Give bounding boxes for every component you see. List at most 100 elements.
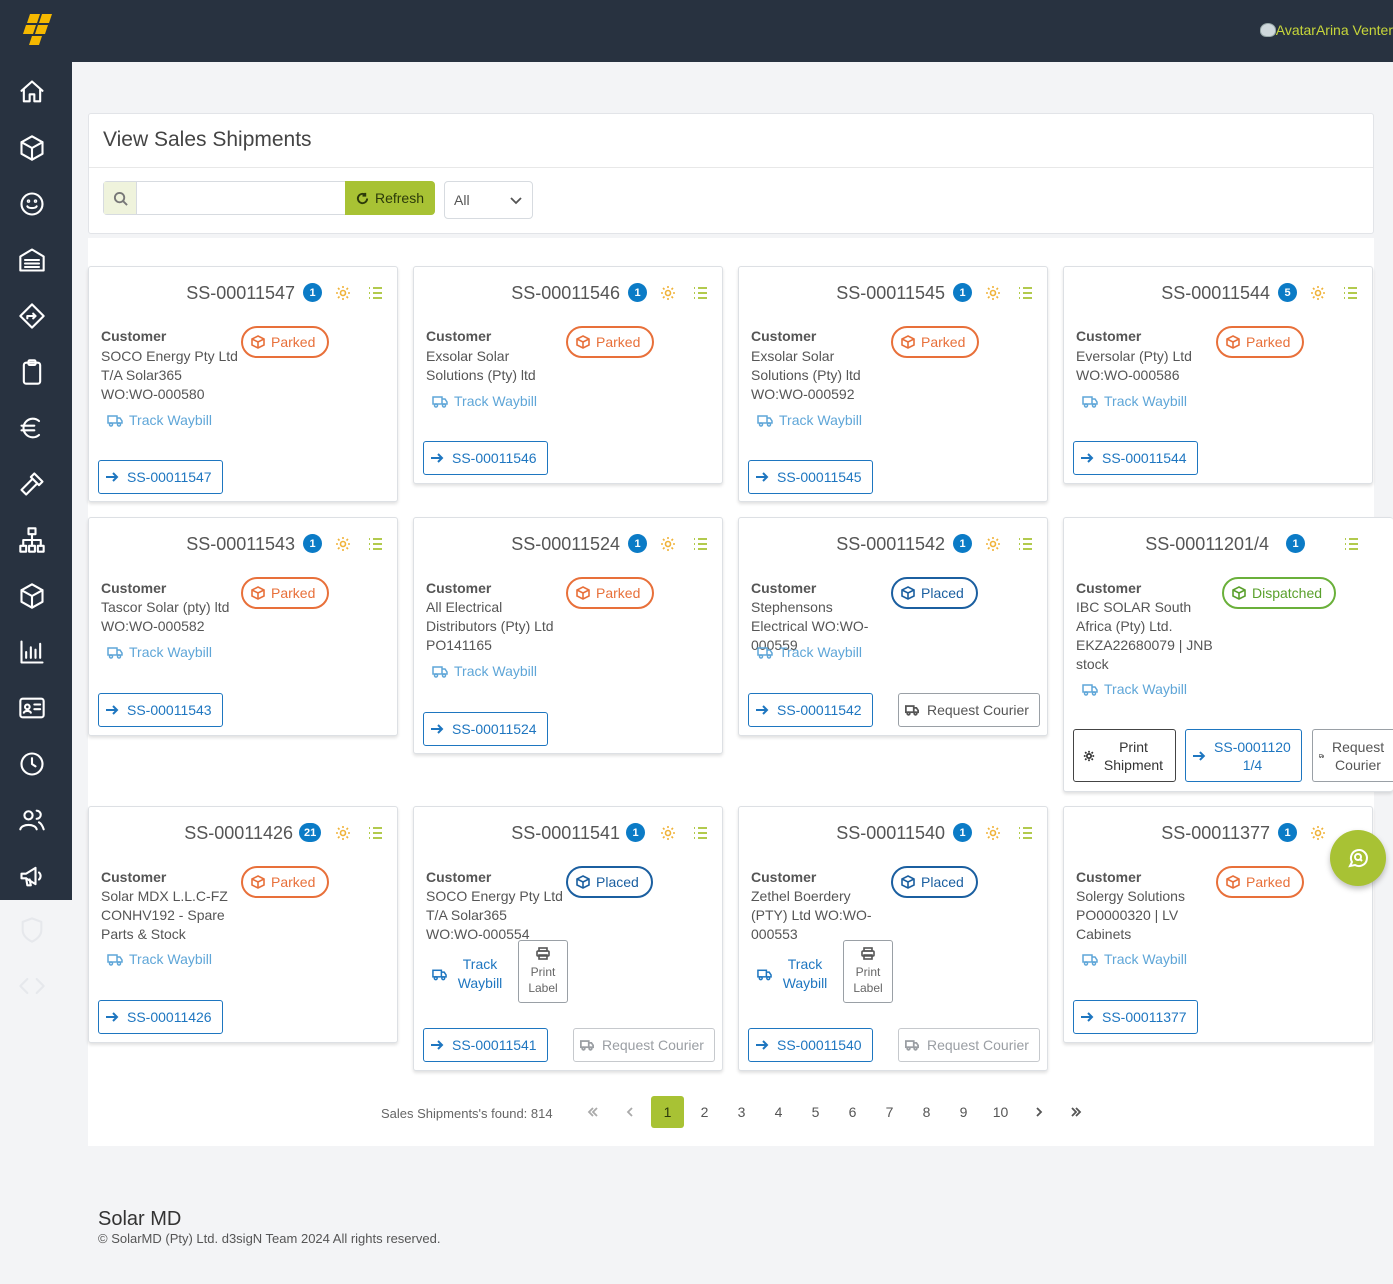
track-waybill-link[interactable]: Track Waybill — [432, 663, 537, 679]
gear-icon[interactable] — [660, 285, 676, 301]
users-icon[interactable] — [16, 804, 48, 836]
list-icon[interactable] — [1343, 286, 1358, 300]
gear-icon[interactable] — [1310, 285, 1326, 301]
search-input[interactable] — [138, 182, 358, 214]
print-shipment-button[interactable]: Print Shipment — [1073, 729, 1176, 782]
open-shipment-button[interactable]: SS-00011545 — [748, 460, 873, 494]
gear-icon[interactable] — [335, 536, 351, 552]
clock-icon[interactable] — [16, 748, 48, 780]
list-icon[interactable] — [1018, 826, 1033, 840]
track-waybill-link[interactable]: Track Waybill — [1082, 681, 1187, 697]
request-courier-button[interactable]: Request Courier — [898, 693, 1040, 727]
shipment-id[interactable]: SS-00011426 — [184, 823, 293, 843]
shipment-id[interactable]: SS-00011543 — [186, 534, 295, 554]
shipment-id[interactable]: SS-00011541 — [511, 823, 620, 843]
shipment-id[interactable]: SS-00011524 — [511, 534, 620, 554]
solar-md-logo[interactable] — [20, 12, 54, 46]
page-6[interactable]: 6 — [848, 1104, 857, 1120]
open-shipment-button[interactable]: SS-00011377 — [1073, 1000, 1198, 1034]
list-icon[interactable] — [693, 286, 708, 300]
track-waybill-button[interactable]: Track Waybill — [757, 955, 830, 993]
page-9[interactable]: 9 — [959, 1104, 968, 1120]
home-icon[interactable] — [16, 76, 48, 108]
page-10[interactable]: 10 — [992, 1104, 1009, 1120]
track-waybill-button[interactable]: Track Waybill — [432, 955, 505, 993]
shipment-id[interactable]: SS-00011545 — [836, 283, 945, 303]
code-icon[interactable] — [16, 970, 48, 1002]
package-icon[interactable] — [16, 580, 48, 612]
gear-icon[interactable] — [660, 536, 676, 552]
list-icon[interactable] — [368, 286, 383, 300]
smiley-icon[interactable] — [16, 188, 48, 220]
first-page-button[interactable] — [576, 1096, 609, 1128]
page-2[interactable]: 2 — [700, 1104, 709, 1120]
open-shipment-button[interactable]: SS-00011201/4 — [1185, 729, 1302, 782]
clipboard-icon[interactable] — [16, 356, 48, 388]
shipment-id[interactable]: SS-00011544 — [1161, 283, 1270, 303]
gear-icon[interactable] — [985, 825, 1001, 841]
page-8[interactable]: 8 — [922, 1104, 931, 1120]
shipment-id[interactable]: SS-00011201/4 — [1145, 534, 1269, 554]
shipment-id[interactable]: SS-00011546 — [511, 283, 620, 303]
track-waybill-link[interactable]: Track Waybill — [107, 951, 212, 967]
id-card-icon[interactable] — [16, 692, 48, 724]
shipment-id[interactable]: SS-00011547 — [186, 283, 295, 303]
open-shipment-button[interactable]: SS-00011543 — [98, 693, 223, 727]
list-icon[interactable] — [1018, 537, 1033, 551]
gear-icon[interactable] — [985, 285, 1001, 301]
page-4[interactable]: 4 — [774, 1104, 783, 1120]
open-shipment-button[interactable]: SS-00011544 — [1073, 441, 1198, 475]
open-shipment-button[interactable]: SS-00011541 — [423, 1028, 548, 1062]
page-1[interactable]: 1 — [651, 1096, 684, 1128]
next-page-button[interactable] — [1022, 1096, 1055, 1128]
shield-icon[interactable] — [16, 914, 48, 946]
status-filter-select[interactable]: All — [444, 181, 533, 219]
list-icon[interactable] — [1344, 537, 1359, 551]
page-5[interactable]: 5 — [811, 1104, 820, 1120]
track-waybill-link[interactable]: Track Waybill — [432, 393, 537, 409]
shipment-id[interactable]: SS-00011542 — [836, 534, 945, 554]
track-waybill-link[interactable]: Track Waybill — [1082, 951, 1187, 967]
request-courier-button[interactable]: Request Courier — [898, 1028, 1040, 1062]
open-shipment-button[interactable]: SS-00011547 — [98, 460, 223, 494]
open-shipment-button[interactable]: SS-00011540 — [748, 1028, 873, 1062]
print-label-button[interactable]: Print Label — [518, 940, 568, 1003]
open-shipment-button[interactable]: SS-00011426 — [98, 1000, 223, 1034]
track-waybill-link[interactable]: Track Waybill — [107, 644, 212, 660]
gear-icon[interactable] — [985, 536, 1001, 552]
list-icon[interactable] — [1018, 286, 1033, 300]
print-label-button[interactable]: Print Label — [843, 940, 893, 1003]
gear-icon[interactable] — [335, 825, 351, 841]
sitemap-icon[interactable] — [16, 524, 48, 556]
gear-icon[interactable] — [335, 285, 351, 301]
track-waybill-link[interactable]: Track Waybill — [757, 644, 862, 660]
gear-icon[interactable] — [660, 825, 676, 841]
gear-icon[interactable] — [1310, 825, 1326, 841]
request-courier-button[interactable]: Request Courier — [573, 1028, 715, 1062]
euro-icon[interactable] — [16, 412, 48, 444]
list-icon[interactable] — [693, 826, 708, 840]
prev-page-button[interactable] — [613, 1096, 646, 1128]
list-icon[interactable] — [368, 826, 383, 840]
track-waybill-link[interactable]: Track Waybill — [107, 412, 212, 428]
track-waybill-link[interactable]: Track Waybill — [1082, 393, 1187, 409]
track-waybill-link[interactable]: Track Waybill — [757, 412, 862, 428]
hammer-icon[interactable] — [16, 468, 48, 500]
refresh-button[interactable]: Refresh — [345, 181, 435, 215]
last-page-button[interactable] — [1059, 1096, 1092, 1128]
page-3[interactable]: 3 — [737, 1104, 746, 1120]
list-icon[interactable] — [368, 537, 383, 551]
shipment-id[interactable]: SS-00011377 — [1161, 823, 1270, 843]
open-shipment-button[interactable]: SS-00011542 — [748, 693, 873, 727]
request-courier-button[interactable]: Request Courier — [1312, 729, 1393, 782]
shipment-id[interactable]: SS-00011540 — [836, 823, 945, 843]
chart-icon[interactable] — [16, 636, 48, 668]
warehouse-icon[interactable] — [16, 244, 48, 276]
user-menu[interactable]: AvatarArina Venter — [1259, 22, 1393, 38]
open-shipment-button[interactable]: SS-00011524 — [423, 712, 548, 746]
box-icon[interactable] — [16, 132, 48, 164]
chat-button[interactable] — [1330, 830, 1386, 886]
list-icon[interactable] — [693, 537, 708, 551]
megaphone-icon[interactable] — [16, 860, 48, 892]
open-shipment-button[interactable]: SS-00011546 — [423, 441, 548, 475]
